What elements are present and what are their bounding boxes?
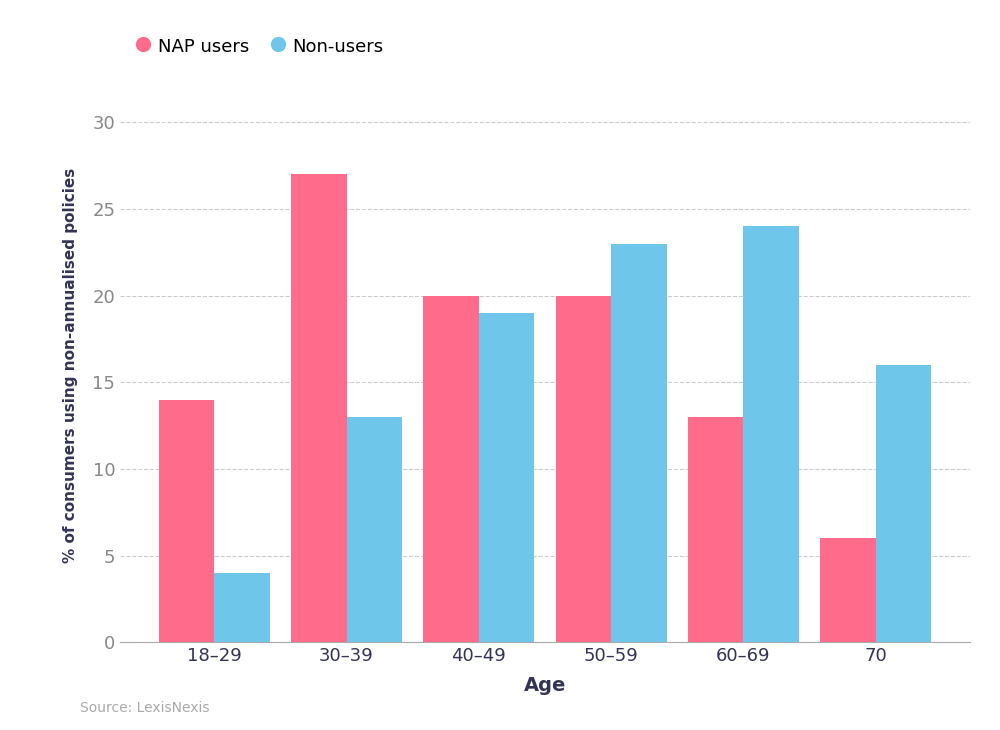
- Bar: [611, 244, 667, 642]
- Text: Source: LexisNexis: Source: LexisNexis: [80, 702, 210, 715]
- Bar: [423, 296, 479, 642]
- Bar: [291, 174, 347, 642]
- Bar: [159, 400, 214, 642]
- Bar: [479, 313, 534, 642]
- Bar: [688, 417, 743, 642]
- Bar: [214, 573, 270, 642]
- Legend: NAP users, Non-users: NAP users, Non-users: [129, 30, 391, 63]
- Bar: [743, 226, 799, 642]
- Bar: [556, 296, 611, 642]
- Bar: [820, 539, 876, 642]
- Bar: [347, 417, 402, 642]
- Bar: [876, 365, 931, 642]
- Y-axis label: % of consumers using non-annualised policies: % of consumers using non-annualised poli…: [63, 167, 78, 563]
- X-axis label: Age: Age: [524, 677, 566, 696]
